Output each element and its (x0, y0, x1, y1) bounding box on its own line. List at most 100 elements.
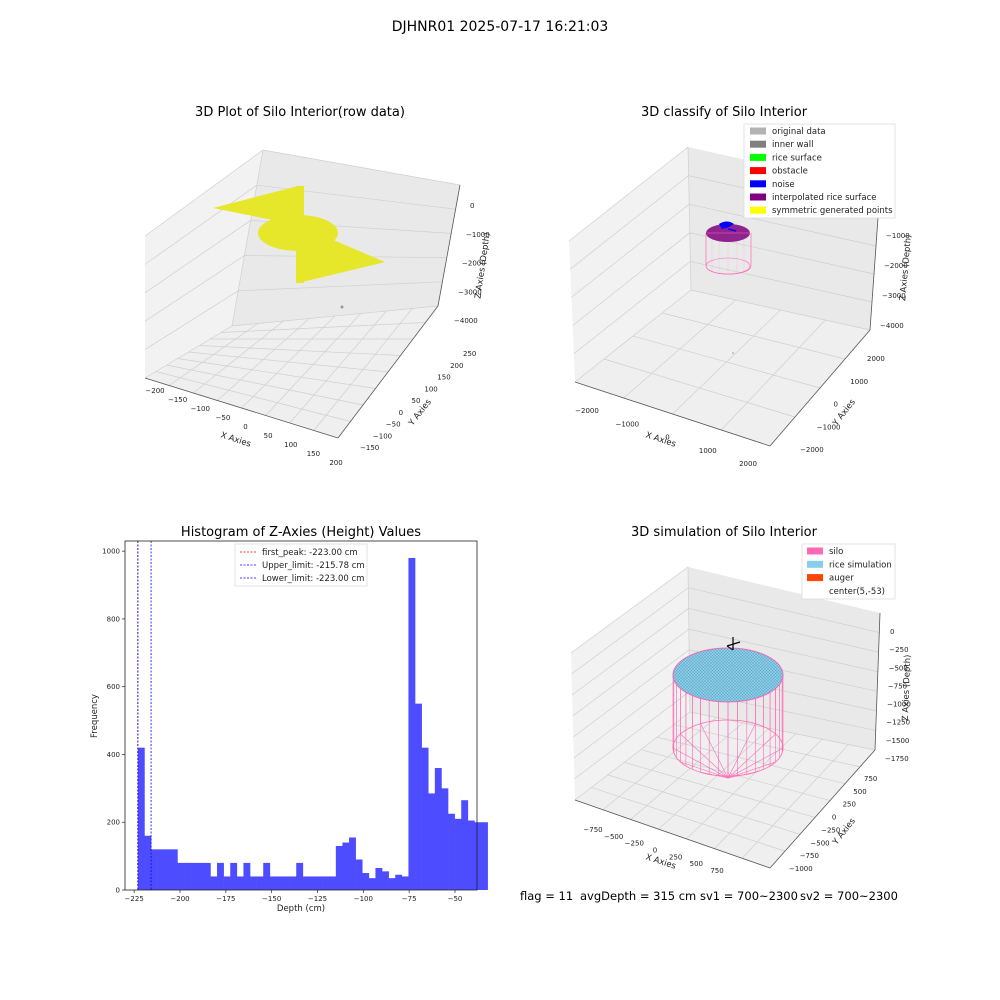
legend: original data inner wall rice surface obsta… (743, 123, 896, 219)
tick-label: −100 (191, 405, 210, 413)
gridline (231, 149, 264, 327)
tick-label: 100 (284, 441, 297, 449)
histogram-bar (197, 862, 205, 890)
tick-label: −175 (216, 895, 235, 903)
histogram-bar (415, 703, 422, 890)
tick-label: 2000 (739, 460, 757, 468)
status-sv2: sv2 = 700~2300 (800, 889, 898, 903)
y-tick-labels: −1000 −750 −500 −250 0 250 500 750 (789, 775, 877, 873)
pane-back (688, 567, 880, 750)
tick-label: −2000 (462, 260, 486, 268)
panes (570, 566, 880, 868)
histogram-bar (217, 862, 224, 890)
chart-histogram: Histogram of Z-Axies (Height) Values −22… (90, 525, 488, 914)
gridline (603, 358, 796, 418)
gridline (687, 146, 692, 291)
histogram-bar (157, 849, 165, 890)
tick-label: 400 (107, 751, 120, 759)
z-axis-label: Z Axies (Depth) (901, 654, 913, 721)
x-tick-labels: −200 −150 −100 −50 0 50 100 150 200 (145, 387, 342, 467)
tick-label: −4000 (880, 322, 904, 330)
y-tick-labels: −2000 −1000 0 1000 2000 (800, 355, 885, 454)
legend-label: first_peak: -223.00 cm (262, 548, 358, 558)
legend: first_peak: -223.00 cm Upper_limit: -215.… (234, 543, 368, 587)
tick-label: 0 (834, 401, 838, 409)
gridline (262, 149, 461, 186)
silo-cone-line (680, 761, 729, 779)
tick-label: 50 (264, 432, 273, 440)
tick-label: 0 (653, 847, 657, 855)
tick-label: −1000 (789, 865, 813, 873)
legend-swatch (750, 153, 766, 161)
z-tick-labels: 0 −1000 −2000 −3000 −4000 (454, 202, 490, 325)
legend-entries: original data inner wall rice surface obsta… (750, 127, 893, 216)
tick-label: −150 (262, 895, 281, 903)
legend-swatch (807, 560, 823, 568)
chart-classify: 3D classify of Silo Interior (568, 105, 914, 468)
tick-label: 150 (307, 450, 320, 458)
legend-swatch (750, 140, 766, 148)
gridline (572, 232, 875, 326)
gridline (657, 736, 846, 785)
inner-wall-struts (711, 238, 745, 274)
chart-title: 3D simulation of Silo Interior (631, 525, 818, 540)
tick-label: −1500 (886, 737, 910, 745)
tick-label: 500 (853, 788, 866, 796)
tick-label: −1000 (817, 423, 841, 431)
tick-label: 200 (450, 362, 463, 370)
legend-label: interpolated rice surface (772, 193, 877, 203)
histogram-bar (322, 876, 330, 890)
gridline (571, 608, 879, 696)
tick-label: 50 (412, 397, 421, 405)
tick-label: −100 (354, 895, 373, 903)
tick-label: −1000 (887, 701, 911, 709)
tick-label: 0 (399, 409, 403, 417)
histogram-bar (263, 862, 271, 890)
tick-label: 1000 (102, 548, 120, 556)
z-axis-label: Z Axies (Depth) (898, 234, 914, 301)
silo-cone-line (680, 733, 729, 779)
chart-title: Histogram of Z-Axies (Height) Values (181, 525, 421, 540)
gridline (155, 371, 351, 422)
tick-label: 250 (843, 801, 856, 809)
legend-swatch (750, 206, 766, 214)
gridline (574, 711, 691, 801)
gridline (572, 628, 878, 717)
tick-label: 750 (710, 867, 723, 875)
tick-label: −250 (889, 646, 908, 654)
gridline (741, 744, 849, 859)
tick-label: −2000 (800, 446, 824, 454)
legend-box (743, 123, 896, 219)
tick-label: −250 (625, 840, 644, 848)
histogram-bar (151, 849, 158, 890)
z-axis-line (437, 184, 461, 307)
panes (568, 146, 880, 446)
x-axis-label: Depth (cm) (277, 904, 325, 914)
data-surface-left-fan (213, 186, 298, 225)
tick-label: −1750 (885, 755, 909, 763)
histogram-bar (428, 793, 436, 890)
tick-label: 100 (424, 385, 437, 393)
tick-label: 0 (832, 814, 836, 822)
histogram-bar (342, 842, 350, 890)
gridline (571, 587, 880, 675)
gridline (640, 749, 831, 801)
y-tick-labels: 0 200 400 600 800 1000 (102, 548, 125, 895)
y-axis-line (337, 305, 439, 439)
tick-label: −750 (888, 682, 907, 690)
tick-label: −250 (821, 826, 840, 834)
tick-label: −200 (170, 895, 189, 903)
legend-label: silo (829, 547, 843, 557)
x-tick-labels: −225 −200 −175 −150 −125 −100 −75 −50 (125, 890, 462, 903)
gridline (568, 146, 689, 242)
histogram-bar (421, 747, 429, 890)
legend-label: obstacle (772, 167, 808, 177)
legend-label: auger (829, 574, 854, 584)
gridline (188, 351, 389, 373)
chart-raw-data: 3D Plot of Silo Interior(row data) −200−… (144, 105, 493, 467)
histogram-bar (283, 876, 290, 890)
histogram-bar (375, 867, 383, 890)
gridline (144, 281, 443, 350)
tick-label: 750 (864, 775, 877, 783)
chart-title: 3D classify of Silo Interior (641, 105, 808, 120)
